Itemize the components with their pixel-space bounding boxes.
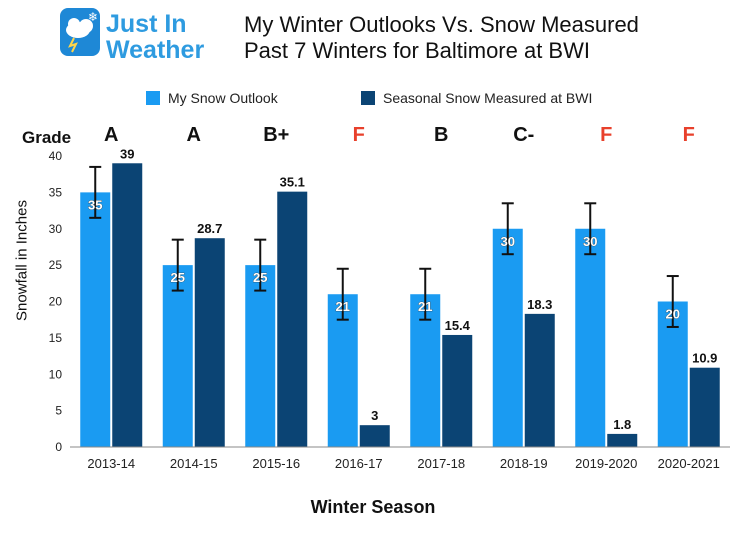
data-label-outlook: 35 xyxy=(88,197,102,212)
svg-text:❄: ❄ xyxy=(88,10,98,24)
title-line2: Past 7 Winters for Baltimore at BWI xyxy=(244,38,590,63)
bar-outlook xyxy=(80,192,111,447)
grade-0: A xyxy=(104,124,119,146)
data-label-outlook: 21 xyxy=(336,299,350,314)
chart-title: My Winter Outlooks Vs. Snow Measured Pas… xyxy=(244,12,639,64)
y-tick-label: 15 xyxy=(49,331,63,345)
logo-line1: Just In xyxy=(106,10,187,38)
bar-measured xyxy=(442,334,473,447)
y-tick-label: 30 xyxy=(49,222,63,236)
x-tick-label: 2014-15 xyxy=(170,456,218,471)
logo: ❄ Just In Weather xyxy=(56,6,226,64)
grade-1: A xyxy=(186,124,201,146)
bar-measured xyxy=(689,367,720,447)
bar-measured xyxy=(277,191,308,447)
data-label-outlook: 30 xyxy=(501,234,515,249)
grade-4: B xyxy=(434,124,449,146)
x-axis-title: Winter Season xyxy=(310,497,436,517)
data-label-measured: 1.8 xyxy=(613,417,631,432)
x-tick-label: 2018-19 xyxy=(500,456,548,471)
snow-cloud-icon: ❄ xyxy=(60,8,100,56)
bar-measured xyxy=(112,163,143,447)
x-tick-label: 2015-16 xyxy=(252,456,300,471)
bar-measured xyxy=(194,238,225,447)
legend-item-measured: Seasonal Snow Measured at BWI xyxy=(361,90,592,106)
y-tick-label: 25 xyxy=(49,258,63,272)
grade-5: C- xyxy=(513,124,535,146)
y-tick-label: 35 xyxy=(49,185,63,199)
data-label-outlook: 20 xyxy=(666,307,680,322)
legend-item-outlook: My Snow Outlook xyxy=(146,90,278,106)
x-tick-label: 2013-14 xyxy=(87,456,135,471)
data-label-outlook: 25 xyxy=(171,270,185,285)
grade-3: F xyxy=(352,124,365,146)
y-tick-label: 0 xyxy=(55,440,62,454)
data-label-measured: 35.1 xyxy=(280,175,305,190)
bar-outlook xyxy=(245,265,276,447)
x-tick-label: 2016-17 xyxy=(335,456,383,471)
legend-swatch-outlook xyxy=(146,91,160,105)
data-label-measured: 28.7 xyxy=(197,221,222,236)
x-tick-label: 2017-18 xyxy=(417,456,465,471)
title-line1: My Winter Outlooks Vs. Snow Measured xyxy=(244,12,639,37)
grade-2: B+ xyxy=(263,124,290,146)
bar-outlook xyxy=(162,265,193,447)
data-label-measured: 39 xyxy=(120,146,134,161)
x-tick-label: 2019-2020 xyxy=(575,456,637,471)
data-label-measured: 10.9 xyxy=(692,351,717,366)
bar-outlook xyxy=(492,228,523,447)
logo-line2: Weather xyxy=(106,36,205,64)
legend: My Snow Outlook Seasonal Snow Measured a… xyxy=(0,90,746,110)
grade-7: F xyxy=(682,124,695,146)
y-tick-label: 10 xyxy=(49,367,63,381)
grade-6: F xyxy=(600,124,613,146)
bar-measured xyxy=(359,425,390,447)
data-label-measured: 15.4 xyxy=(445,318,471,333)
x-tick-label: 2020-2021 xyxy=(658,456,720,471)
data-label-outlook: 25 xyxy=(253,270,267,285)
grade-header: Grade xyxy=(22,128,72,147)
bar-outlook xyxy=(575,228,606,447)
data-label-measured: 18.3 xyxy=(527,297,552,312)
y-tick-label: 5 xyxy=(55,404,62,418)
legend-label-outlook: My Snow Outlook xyxy=(168,90,278,106)
y-tick-label: 20 xyxy=(49,295,63,309)
bar-measured xyxy=(607,433,638,447)
bar-measured xyxy=(524,313,555,447)
data-label-outlook: 21 xyxy=(418,299,432,314)
legend-label-measured: Seasonal Snow Measured at BWI xyxy=(383,90,593,106)
data-label-measured: 3 xyxy=(371,408,378,423)
y-tick-label: 40 xyxy=(49,149,63,163)
data-label-outlook: 30 xyxy=(583,234,597,249)
legend-swatch-measured xyxy=(361,91,375,105)
